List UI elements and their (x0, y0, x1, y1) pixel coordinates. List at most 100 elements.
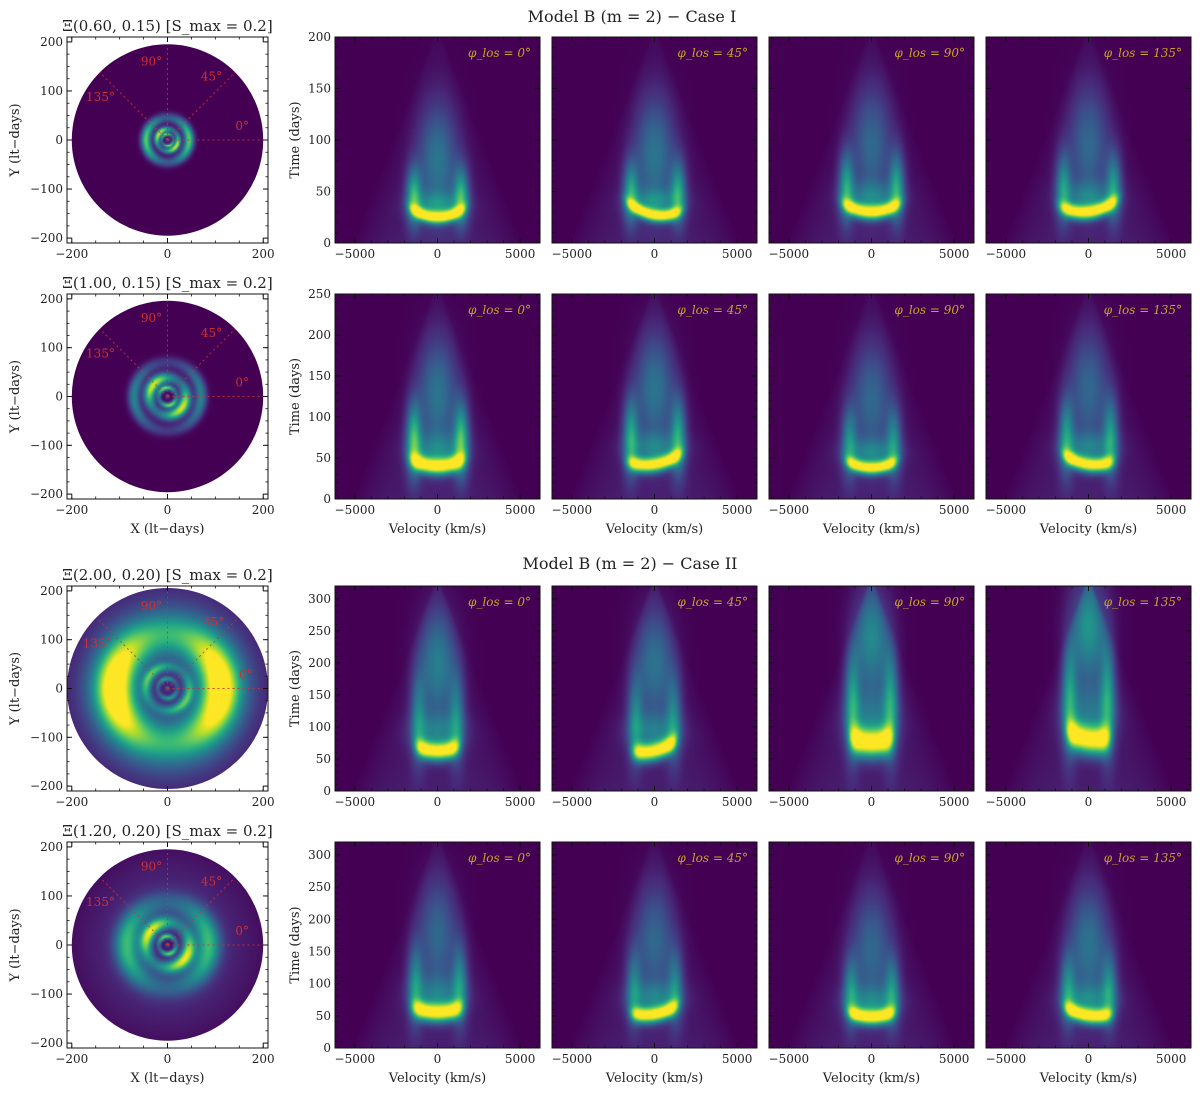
tf-row4-panel2-xlabel: Velocity (km/s) (605, 1071, 703, 1086)
tf-row2-panel2-xlabel: Velocity (km/s) (605, 522, 703, 537)
tf-row2-panel1-xtick-label: 0 (434, 503, 442, 517)
tf-row3-panel4-los-label: φ_los = 135° (1104, 595, 1182, 609)
tf-row3-panel4-xtick-label: 5000 (1156, 795, 1187, 809)
tf-row2-panel3-los-label: φ_los = 90° (894, 303, 965, 317)
tf-row2-panel2-xtick-label: 0 (651, 503, 659, 517)
disk-map-4-angle-label: 45° (201, 875, 222, 889)
disk-map-4-ytick-label: −100 (30, 987, 63, 1001)
tf-row3-panel4-xtick-label: −5000 (986, 795, 1027, 809)
disk-map-3-angle-label: 135° (83, 636, 112, 650)
tf-row3-panel1-los-label: φ_los = 0° (468, 595, 531, 609)
disk-map-4-xlabel: X (lt−days) (131, 1071, 205, 1086)
disk-map-1-angle-label: 135° (86, 90, 115, 104)
tf-row3-panel3-xtick-label: 0 (868, 795, 876, 809)
tf-row2-panel1-ytick-label: 100 (308, 410, 331, 424)
tf-row3-panel1-xtick-label: 5000 (505, 795, 536, 809)
tf-row4-panel2-xtick-label: 0 (651, 1052, 659, 1066)
disk-map-4-los-guide (99, 876, 168, 946)
suptitle-case-2: Model B (m = 2) − Case II (523, 554, 738, 573)
disk-map-4-ytick-label: −200 (30, 1036, 63, 1050)
tf-row4-panel1-ytick-label: 300 (308, 848, 331, 862)
tf-row3-panel1-ytick-label: 200 (308, 656, 331, 670)
tf-row2-panel2-xtick-label: −5000 (552, 503, 593, 517)
tf-row3-panel4-image (986, 586, 1191, 791)
disk-map-1-ytick-label: −100 (30, 182, 63, 196)
disk-map-4-xtick-label: 0 (164, 1052, 172, 1066)
disk-map-3-ytick-label: 100 (40, 633, 63, 647)
disk-map-1-ytick-label: 100 (40, 84, 63, 98)
tf-row1-panel1-ytick-label: 0 (323, 236, 331, 250)
tf-row1-panel4-los-label: φ_los = 135° (1104, 46, 1182, 60)
disk-map-2-title: Ξ(1.00, 0.15) [S_max = 0.2] (62, 274, 272, 292)
tf-row3-panel1-ytick-label: 250 (308, 624, 331, 638)
tf-row2-panel1-ylabel: Time (days) (288, 358, 303, 435)
disk-map-4-xtick-label: −200 (55, 1052, 88, 1066)
tf-row1-panel2-los-label: φ_los = 45° (677, 46, 748, 60)
tf-row1-panel1-los-label: φ_los = 0° (468, 46, 531, 60)
disk-map-3-angle-label: 90° (141, 599, 162, 613)
tf-row1-panel4-image (986, 37, 1191, 243)
tf-row2-panel2-los-label: φ_los = 45° (677, 303, 748, 317)
disk-map-4-angle-label: 135° (86, 895, 115, 909)
tf-row1-panel3-xtick-label: 5000 (939, 247, 970, 261)
tf-row3-panel3-xtick-label: 5000 (939, 795, 970, 809)
disk-map-1-angle-label: 90° (141, 54, 162, 68)
disk-map-2-xtick-label: 200 (252, 503, 275, 517)
tf-row4-panel3-xtick-label: 5000 (939, 1052, 970, 1066)
disk-map-2-los-guide (167, 328, 236, 397)
tf-row3-panel1-xtick-label: −5000 (335, 795, 376, 809)
tf-row2-panel1-xtick-label: −5000 (335, 503, 376, 517)
disk-map-2-angle-label: 135° (86, 346, 115, 360)
disk-map-2-ytick-label: 0 (55, 390, 63, 404)
tf-row2-panel3-xtick-label: 0 (868, 503, 876, 517)
tf-row4-panel3-xtick-label: 0 (868, 1052, 876, 1066)
tf-row2-panel2-image (552, 294, 757, 499)
tf-row4-panel4-xtick-label: 0 (1085, 1052, 1093, 1066)
tf-row2-panel4-xlabel: Velocity (km/s) (1039, 522, 1137, 537)
tf-row1-panel1-ytick-label: 150 (308, 82, 331, 96)
disk-map-1-angle-label: 45° (201, 70, 222, 84)
disk-map-1-xtick-label: −200 (55, 247, 88, 261)
tf-row4-panel3-xtick-label: −5000 (769, 1052, 810, 1066)
tf-row4-panel1-xtick-label: −5000 (335, 1052, 376, 1066)
tf-row3-panel2-image (552, 586, 757, 791)
tf-row3-panel3-image (769, 586, 974, 791)
disk-map-4-angle-label: 0° (235, 924, 249, 938)
tf-row4-panel1-image (335, 842, 540, 1048)
disk-map-2-ylabel: Y (lt−days) (8, 360, 23, 434)
disk-map-3-ylabel: Y (lt−days) (8, 652, 23, 726)
tf-row1-panel1-ytick-label: 200 (308, 30, 331, 44)
tf-row4-panel1-ytick-label: 200 (308, 912, 331, 926)
disk-map-1-los-guide (99, 71, 168, 141)
disk-map-1-los-guide (167, 71, 236, 141)
disk-map-2-xlabel: X (lt−days) (131, 522, 205, 537)
panel-grid: 0° 45° 90° 135° −200 0 200 −200 −100 0 100 200 Y (lt… (8, 17, 1192, 1086)
tf-row1-panel3-image (769, 37, 974, 243)
disk-map-3-angle-label: 45° (203, 615, 224, 629)
disk-map-4-ytick-label: 100 (40, 889, 63, 903)
disk-map-4-angle-label: 90° (141, 859, 162, 873)
tf-row3-panel3-xtick-label: −5000 (769, 795, 810, 809)
tf-row3-panel1-ytick-label: 50 (316, 752, 331, 766)
tf-row3-panel2-xtick-label: 5000 (722, 795, 753, 809)
tf-row3-panel1-ylabel: Time (days) (288, 650, 303, 727)
tf-row1-panel2-xtick-label: 0 (651, 247, 659, 261)
disk-map-2-xtick-label: −200 (55, 503, 88, 517)
tf-row1-panel3-xtick-label: 0 (868, 247, 876, 261)
tf-row1-panel3-los-label: φ_los = 90° (894, 46, 965, 60)
tf-row4-panel1-ytick-label: 0 (323, 1041, 331, 1055)
tf-row1-panel2-xtick-label: −5000 (552, 247, 593, 261)
tf-row1-panel4-xtick-label: 0 (1085, 247, 1093, 261)
tf-row4-panel3-image (769, 842, 974, 1048)
tf-row4-panel2-xtick-label: −5000 (552, 1052, 593, 1066)
tf-row2-panel3-xtick-label: 5000 (939, 503, 970, 517)
tf-row1-panel1-xtick-label: 0 (434, 247, 442, 261)
tf-row3-panel1-ytick-label: 150 (308, 688, 331, 702)
disk-map-3-los-guide (167, 617, 239, 689)
disk-map-2-ytick-label: −200 (30, 487, 63, 501)
tf-row2-panel4-los-label: φ_los = 135° (1104, 303, 1182, 317)
tf-row1-panel1-ylabel: Time (days) (288, 101, 303, 178)
tf-row1-panel1-ytick-label: 100 (308, 133, 331, 147)
tf-row2-panel1-image (335, 294, 540, 499)
